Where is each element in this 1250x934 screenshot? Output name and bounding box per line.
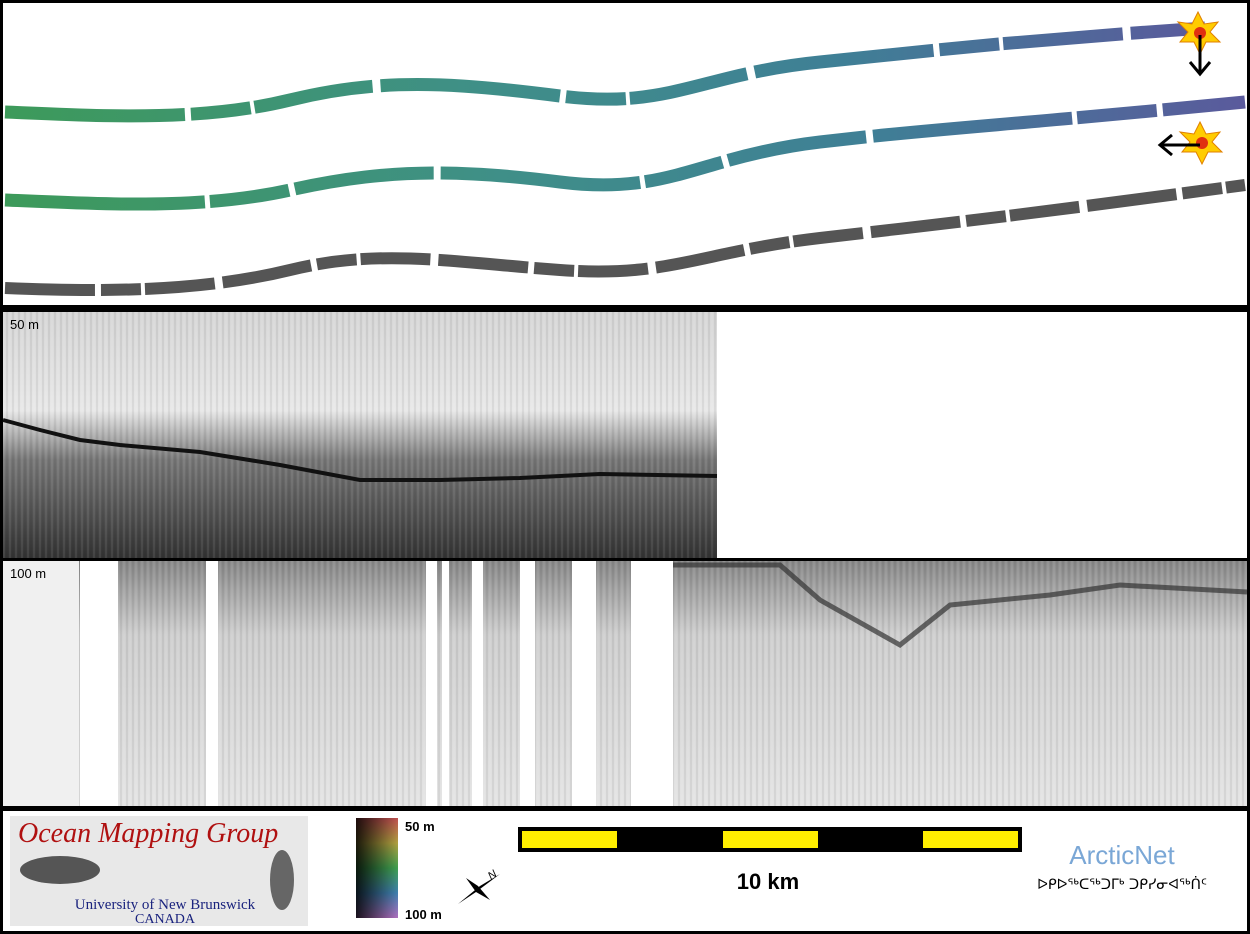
logo-country: CANADA [135, 912, 196, 927]
logo-title: Ocean Mapping Group [18, 818, 278, 849]
profile-upper: 50 m [2, 312, 1247, 558]
logo-university: University of New Brunswick [75, 897, 256, 913]
profile-lower: 100 m [3, 561, 1248, 806]
swath-panel [3, 3, 1247, 305]
legend-label: 50 m [405, 819, 435, 834]
depth-label: 50 m [10, 317, 39, 332]
scale-bar: 10 km [518, 827, 1022, 894]
footer: Ocean Mapping Group University of New Br… [3, 811, 1247, 931]
partner-name: ArcticNet [1069, 840, 1175, 870]
vessel-marker [1157, 120, 1224, 166]
depth-label: 100 m [10, 566, 46, 581]
vessel-marker [1176, 10, 1222, 77]
partner-name-inuktitut: ᐅᑭᐅᖅᑕᖅᑐᒥᒃ ᑐᑭᓯᓂᐊᖅᑏᑦ [1037, 876, 1207, 893]
legend-label: 100 m [405, 907, 442, 922]
scale-label: 10 km [737, 869, 799, 894]
